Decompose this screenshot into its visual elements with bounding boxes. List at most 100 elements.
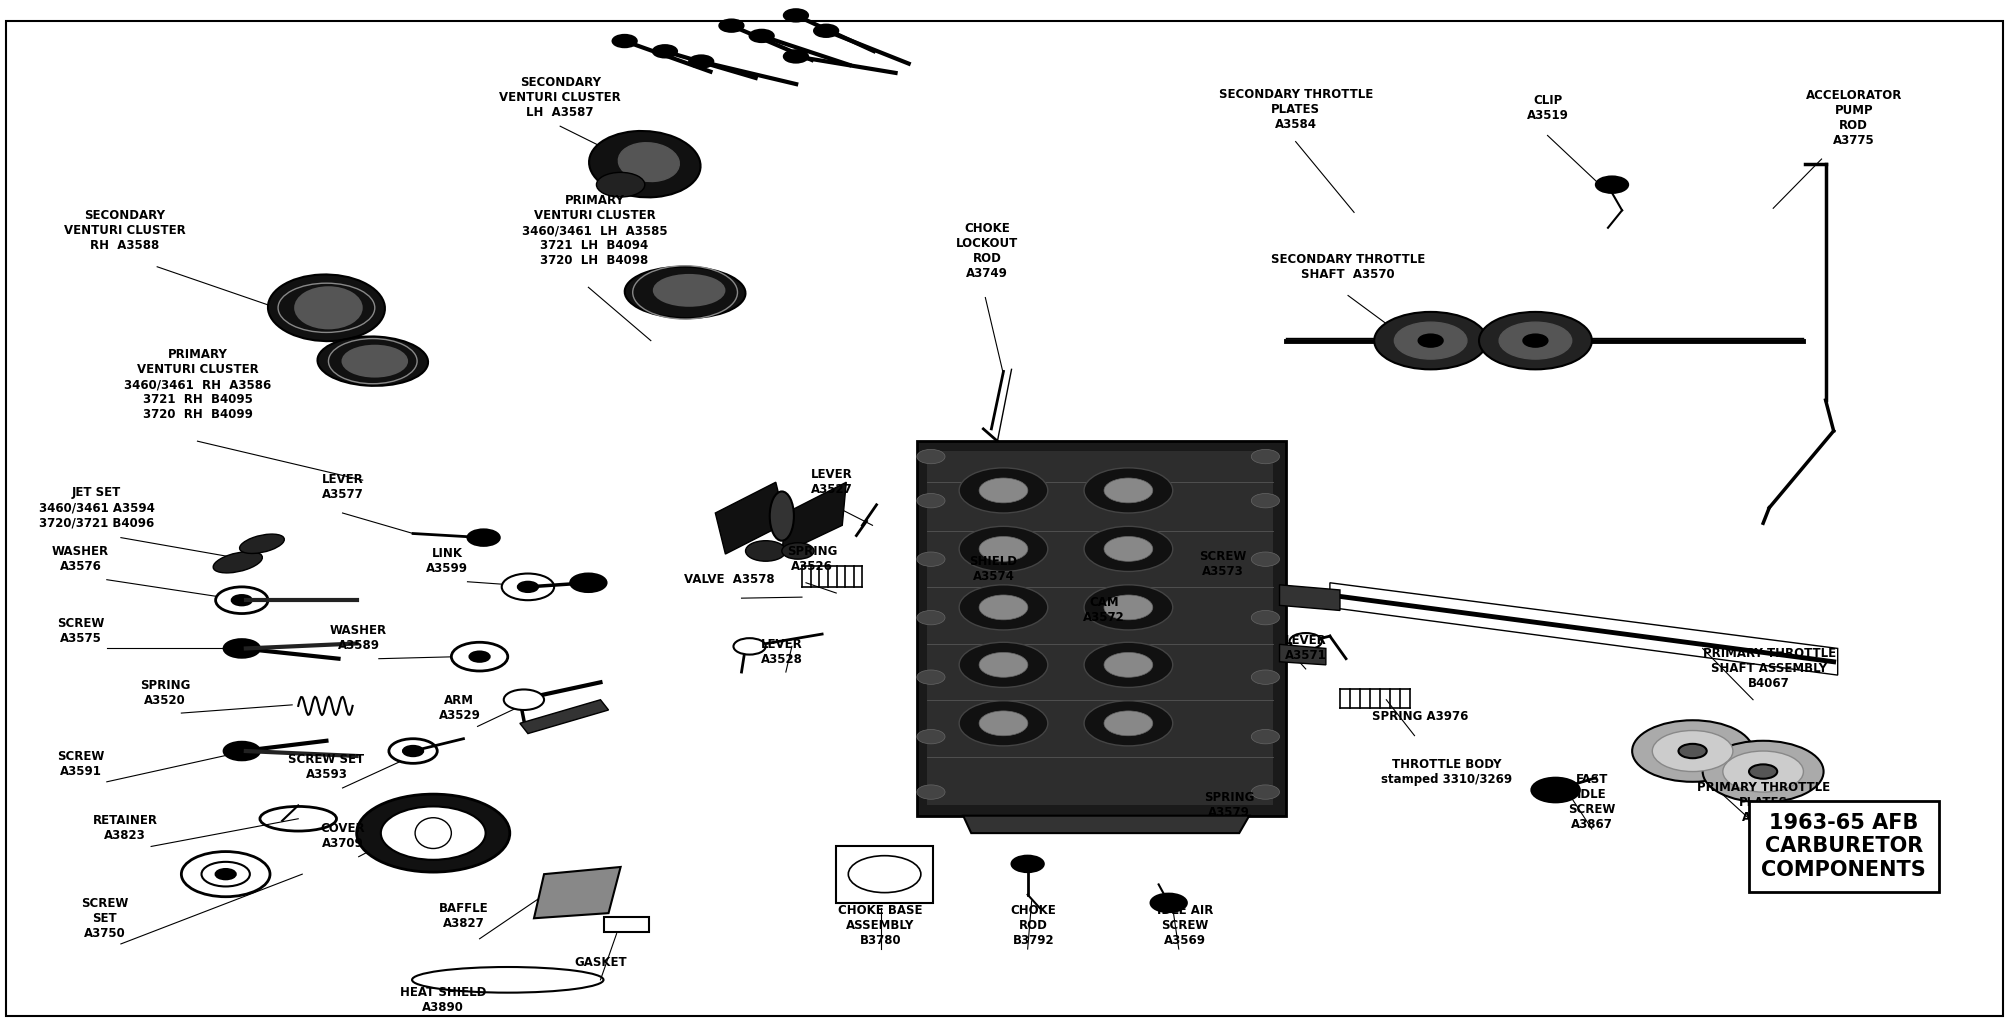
Circle shape bbox=[979, 595, 1027, 620]
Circle shape bbox=[1394, 322, 1466, 359]
Polygon shape bbox=[520, 700, 608, 734]
Text: LEVER
A3528: LEVER A3528 bbox=[761, 637, 802, 666]
Text: WASHER
A3589: WASHER A3589 bbox=[330, 624, 387, 653]
Circle shape bbox=[403, 746, 423, 756]
Text: SECONDARY THROTTLE
SHAFT  A3570: SECONDARY THROTTLE SHAFT A3570 bbox=[1271, 252, 1424, 281]
Circle shape bbox=[1104, 711, 1152, 736]
Circle shape bbox=[719, 19, 743, 32]
Circle shape bbox=[745, 541, 785, 561]
Circle shape bbox=[1748, 764, 1776, 779]
Polygon shape bbox=[715, 482, 785, 554]
Circle shape bbox=[469, 652, 489, 662]
Circle shape bbox=[916, 670, 945, 684]
Ellipse shape bbox=[294, 287, 363, 328]
Circle shape bbox=[1084, 468, 1172, 513]
Ellipse shape bbox=[268, 275, 385, 341]
Text: SCREW
SET
A3750: SCREW SET A3750 bbox=[81, 897, 129, 940]
Circle shape bbox=[1084, 642, 1172, 687]
Circle shape bbox=[1104, 653, 1152, 677]
Circle shape bbox=[653, 45, 677, 57]
Circle shape bbox=[1104, 537, 1152, 561]
Circle shape bbox=[224, 639, 260, 658]
Text: CHOKE BASE
ASSEMBLY
B3780: CHOKE BASE ASSEMBLY B3780 bbox=[838, 904, 922, 947]
Circle shape bbox=[1631, 720, 1752, 782]
Text: CHOKE
LOCKOUT
ROD
A3749: CHOKE LOCKOUT ROD A3749 bbox=[957, 223, 1017, 280]
Text: IDLE AIR
SCREW
A3569: IDLE AIR SCREW A3569 bbox=[1156, 904, 1212, 947]
Text: SCREW SET
A3593: SCREW SET A3593 bbox=[288, 753, 365, 782]
Circle shape bbox=[783, 50, 808, 63]
Circle shape bbox=[1104, 478, 1152, 503]
Text: VALVE  A3578: VALVE A3578 bbox=[685, 574, 773, 586]
Circle shape bbox=[979, 537, 1027, 561]
Circle shape bbox=[356, 794, 510, 872]
Circle shape bbox=[916, 552, 945, 566]
Text: PRIMARY THROTTLE
PLATES
A3583: PRIMARY THROTTLE PLATES A3583 bbox=[1696, 781, 1829, 824]
Circle shape bbox=[979, 653, 1027, 677]
Circle shape bbox=[1289, 633, 1321, 649]
Circle shape bbox=[979, 478, 1027, 503]
Circle shape bbox=[1084, 585, 1172, 630]
Circle shape bbox=[916, 494, 945, 508]
Circle shape bbox=[1251, 552, 1279, 566]
Circle shape bbox=[1084, 701, 1172, 746]
Text: CHOKE
ROD
B3792: CHOKE ROD B3792 bbox=[1011, 904, 1055, 947]
Polygon shape bbox=[534, 867, 620, 918]
Circle shape bbox=[1251, 610, 1279, 625]
Circle shape bbox=[689, 55, 713, 68]
Circle shape bbox=[215, 869, 236, 879]
Text: THROTTLE BODY
stamped 3310/3269: THROTTLE BODY stamped 3310/3269 bbox=[1380, 757, 1513, 786]
Circle shape bbox=[1251, 785, 1279, 799]
Text: ARM
A3529: ARM A3529 bbox=[439, 694, 479, 722]
Circle shape bbox=[1251, 494, 1279, 508]
Circle shape bbox=[916, 610, 945, 625]
Ellipse shape bbox=[624, 267, 745, 318]
Text: SECONDARY
VENTURI CLUSTER
RH  A3588: SECONDARY VENTURI CLUSTER RH A3588 bbox=[64, 209, 185, 252]
Circle shape bbox=[1251, 670, 1279, 684]
Circle shape bbox=[959, 585, 1047, 630]
Circle shape bbox=[1523, 334, 1547, 347]
Circle shape bbox=[1678, 744, 1706, 758]
Circle shape bbox=[1184, 559, 1225, 580]
Polygon shape bbox=[1279, 644, 1325, 665]
Text: 1963-65 AFB
CARBURETOR
COMPONENTS: 1963-65 AFB CARBURETOR COMPONENTS bbox=[1760, 814, 1925, 879]
Polygon shape bbox=[781, 482, 846, 554]
Polygon shape bbox=[963, 816, 1249, 833]
Circle shape bbox=[733, 638, 765, 655]
Circle shape bbox=[1374, 312, 1486, 369]
Circle shape bbox=[916, 729, 945, 744]
Text: PRIMARY
VENTURI CLUSTER
3460/3461  LH  A3585
3721  LH  B4094
3720  LH  B4098: PRIMARY VENTURI CLUSTER 3460/3461 LH A35… bbox=[522, 194, 667, 268]
Circle shape bbox=[381, 806, 485, 860]
Circle shape bbox=[181, 852, 270, 897]
Ellipse shape bbox=[588, 131, 701, 197]
Bar bbox=[836, 846, 932, 903]
Text: SECONDARY THROTTLE
PLATES
A3584: SECONDARY THROTTLE PLATES A3584 bbox=[1218, 88, 1372, 131]
Circle shape bbox=[1702, 741, 1823, 802]
Circle shape bbox=[1150, 894, 1186, 912]
Circle shape bbox=[596, 172, 644, 197]
Circle shape bbox=[1595, 176, 1627, 193]
Circle shape bbox=[959, 526, 1047, 571]
Text: FAST
IDLE
SCREW
A3867: FAST IDLE SCREW A3867 bbox=[1567, 774, 1615, 831]
Circle shape bbox=[1418, 334, 1442, 347]
Circle shape bbox=[979, 711, 1027, 736]
Text: SECONDARY
VENTURI CLUSTER
LH  A3587: SECONDARY VENTURI CLUSTER LH A3587 bbox=[499, 76, 620, 119]
Circle shape bbox=[1251, 729, 1279, 744]
Text: CLIP
A3519: CLIP A3519 bbox=[1527, 93, 1567, 122]
Circle shape bbox=[781, 543, 814, 559]
Circle shape bbox=[215, 587, 268, 614]
Text: ACCELORATOR
PUMP
ROD
A3775: ACCELORATOR PUMP ROD A3775 bbox=[1805, 89, 1901, 147]
Circle shape bbox=[1531, 778, 1579, 802]
Polygon shape bbox=[916, 441, 1285, 816]
Circle shape bbox=[1011, 856, 1043, 872]
Text: BAFFLE
A3827: BAFFLE A3827 bbox=[439, 902, 487, 931]
Text: COVER
A3709: COVER A3709 bbox=[320, 822, 365, 851]
Circle shape bbox=[783, 9, 808, 22]
Text: LEVER
A3571: LEVER A3571 bbox=[1285, 634, 1325, 663]
Text: PRIMARY
VENTURI CLUSTER
3460/3461  RH  A3586
3721  RH  B4095
3720  RH  B4099: PRIMARY VENTURI CLUSTER 3460/3461 RH A35… bbox=[123, 348, 272, 422]
Text: LEVER
A3577: LEVER A3577 bbox=[322, 473, 363, 502]
Text: LINK
A3599: LINK A3599 bbox=[427, 547, 467, 576]
Ellipse shape bbox=[342, 346, 407, 377]
Circle shape bbox=[959, 468, 1047, 513]
Text: RETAINER
A3823: RETAINER A3823 bbox=[93, 814, 157, 842]
Circle shape bbox=[518, 582, 538, 592]
